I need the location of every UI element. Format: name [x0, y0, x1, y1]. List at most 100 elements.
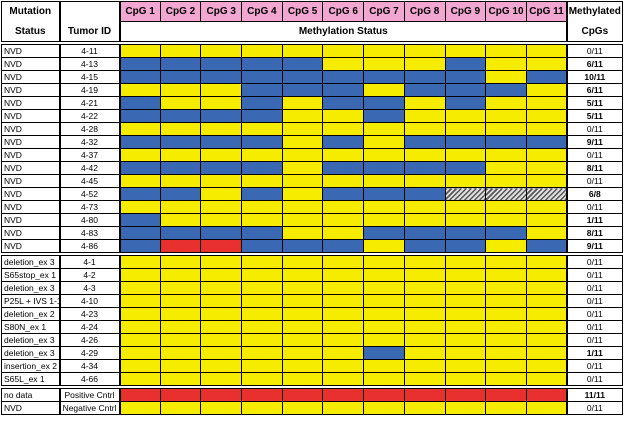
methylation-cell-cpg-1 — [119, 70, 161, 84]
methylation-cell-cpg-8 — [403, 135, 446, 149]
mutation-status-cell: S65stop_ex 1 — [1, 268, 61, 282]
methylation-cell-cpg-5 — [281, 226, 324, 240]
tumor-id-cell: 4-83 — [59, 226, 121, 240]
methylation-cell-cpg-9 — [444, 200, 487, 214]
methylated-count-cell: 0/11 — [566, 307, 623, 321]
methylation-cell-cpg-11 — [525, 174, 568, 188]
methylation-cell-cpg-5 — [281, 320, 324, 334]
methylation-cell-cpg-7 — [363, 161, 405, 175]
methylation-cell-cpg-6 — [322, 294, 365, 308]
methylated-count-cell: 8/11 — [566, 226, 623, 240]
methylation-cell-cpg-9 — [444, 187, 487, 201]
mutation-status-cell: NVD — [1, 70, 61, 84]
mutation-status-cell: NVD — [1, 174, 61, 188]
table-row: NVD Negative Cntrl 0/11 — [1, 401, 623, 415]
table-row: NVD 4-22 5/11 — [1, 109, 623, 123]
methylation-cell-cpg-2 — [159, 187, 202, 201]
methylation-cell-cpg-1 — [119, 346, 161, 360]
mutation-status-cell: P25L + IVS 1-1 — [1, 294, 61, 308]
methylation-cell-cpg-7 — [363, 187, 405, 201]
methylation-cell-cpg-2 — [159, 320, 202, 334]
methylation-cell-cpg-7 — [363, 359, 405, 373]
methylation-cell-cpg-5 — [281, 333, 324, 347]
methylation-cell-cpg-5 — [281, 281, 324, 295]
table-row: S65stop_ex 1 4-2 0/11 — [1, 268, 623, 282]
methylation-cell-cpg-9 — [444, 359, 487, 373]
methylation-cell-cpg-4 — [241, 187, 283, 201]
methylation-cell-cpg-11 — [525, 83, 568, 97]
methylation-cell-cpg-6 — [322, 122, 365, 136]
table-row: no data Positive Cntrl 11/11 — [1, 385, 623, 402]
methylation-cell-cpg-2 — [159, 213, 202, 227]
methylation-cell-cpg-3 — [200, 268, 243, 282]
methylation-cell-cpg-4 — [241, 239, 283, 255]
methylation-cell-cpg-5 — [281, 109, 324, 123]
tumor-id-cell: 4-23 — [59, 307, 121, 321]
methylation-cell-cpg-1 — [119, 294, 161, 308]
methylation-cell-cpg-9 — [444, 281, 487, 295]
methylation-cell-cpg-9 — [444, 109, 487, 123]
methylation-cell-cpg-10 — [485, 41, 527, 58]
methylation-cell-cpg-4 — [241, 385, 283, 402]
methylation-cell-cpg-3 — [200, 187, 243, 201]
methylation-cell-cpg-6 — [322, 161, 365, 175]
table-row: deletion_ex 3 4-29 1/11 — [1, 346, 623, 360]
methylation-cell-cpg-1 — [119, 174, 161, 188]
methylation-cell-cpg-2 — [159, 359, 202, 373]
methylated-count-cell: 0/11 — [566, 401, 623, 415]
cpg-header: CpG 4 — [241, 1, 283, 22]
methylation-cell-cpg-9 — [444, 122, 487, 136]
methylation-cell-cpg-2 — [159, 70, 202, 84]
methylation-cell-cpg-8 — [403, 109, 446, 123]
methylation-cell-cpg-6 — [322, 148, 365, 162]
methylation-cell-cpg-7 — [363, 200, 405, 214]
table-row: NVD 4-13 6/11 — [1, 57, 623, 71]
methylation-cell-cpg-11 — [525, 200, 568, 214]
tumor-id-cell: 4-32 — [59, 135, 121, 149]
tumor-id-cell: 4-45 — [59, 174, 121, 188]
methylation-cell-cpg-5 — [281, 213, 324, 227]
methylation-cell-cpg-10 — [485, 333, 527, 347]
methylation-cell-cpg-3 — [200, 200, 243, 214]
methylation-cell-cpg-1 — [119, 385, 161, 402]
methylation-cell-cpg-10 — [485, 109, 527, 123]
methylation-cell-cpg-4 — [241, 96, 283, 110]
methylation-cell-cpg-11 — [525, 226, 568, 240]
mutation-status-cell: NVD — [1, 122, 61, 136]
methylation-cell-cpg-1 — [119, 187, 161, 201]
tumor-id-cell: 4-19 — [59, 83, 121, 97]
methylation-cell-cpg-1 — [119, 41, 161, 58]
methylation-cell-cpg-4 — [241, 174, 283, 188]
mutation-status-cell: S80N_ex 1 — [1, 320, 61, 334]
methylation-cell-cpg-2 — [159, 174, 202, 188]
tumor-id-cell: 4-26 — [59, 333, 121, 347]
cpg-header: CpG 7 — [363, 1, 405, 22]
methylation-cell-cpg-10 — [485, 148, 527, 162]
methylation-cell-cpg-8 — [403, 70, 446, 84]
methylated-count-cell: 1/11 — [566, 213, 623, 227]
methylation-cell-cpg-5 — [281, 385, 324, 402]
methylation-cell-cpg-8 — [403, 226, 446, 240]
methylation-cell-cpg-5 — [281, 148, 324, 162]
methylation-cell-cpg-11 — [525, 359, 568, 373]
mutation-status-cell: insertion_ex 2 — [1, 359, 61, 373]
methylation-cell-cpg-6 — [322, 187, 365, 201]
methylation-cell-cpg-8 — [403, 57, 446, 71]
methylated-count-cell: 0/11 — [566, 372, 623, 388]
methylation-cell-cpg-5 — [281, 122, 324, 136]
cpg-header: CpG 3 — [200, 1, 243, 22]
methylation-cell-cpg-10 — [485, 385, 527, 402]
methylation-cell-cpg-6 — [322, 372, 365, 388]
methylation-cell-cpg-4 — [241, 122, 283, 136]
mutation-status-cell: S65L_ex 1 — [1, 372, 61, 388]
methylated-count-cell: 0/11 — [566, 268, 623, 282]
methylation-cell-cpg-10 — [485, 57, 527, 71]
methylation-cell-cpg-5 — [281, 401, 324, 415]
methylation-cell-cpg-10 — [485, 281, 527, 295]
methylation-cell-cpg-3 — [200, 161, 243, 175]
methylation-cell-cpg-11 — [525, 41, 568, 58]
methylation-cell-cpg-2 — [159, 161, 202, 175]
methylation-cell-cpg-6 — [322, 359, 365, 373]
methylated-count-cell: 8/11 — [566, 161, 623, 175]
